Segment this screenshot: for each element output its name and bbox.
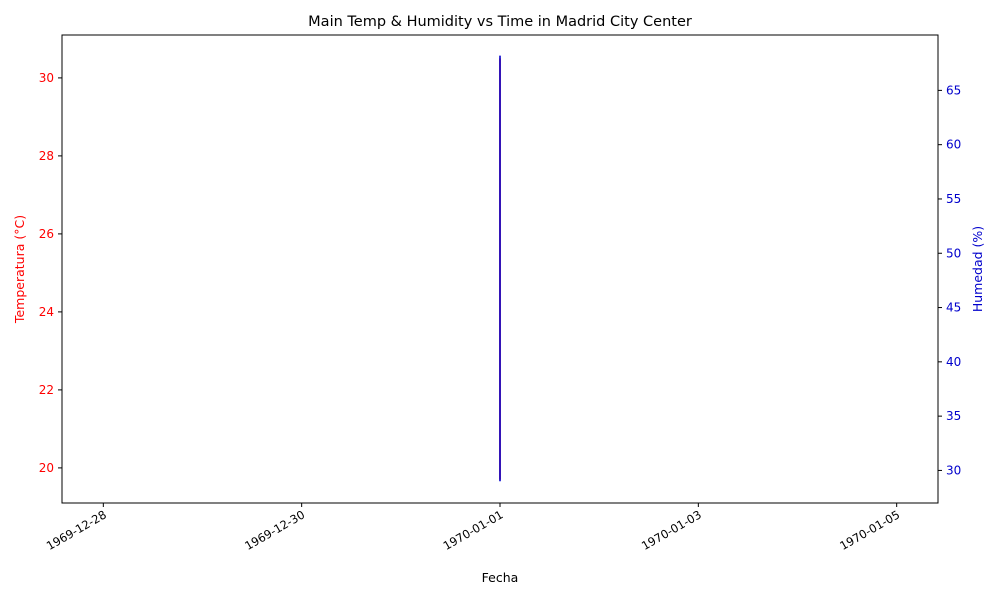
x-tick-label: 1970-01-03 [639, 507, 704, 553]
x-tick-label: 1970-01-05 [837, 507, 902, 553]
y-left-tick-label: 22 [39, 383, 54, 397]
x-tick-label: 1970-01-01 [441, 507, 506, 553]
y-left-tick-label: 24 [39, 305, 54, 319]
y-right-tick-label: 60 [946, 138, 961, 152]
y-left-tick-label: 28 [39, 149, 54, 163]
y-right-tick-label: 30 [946, 463, 961, 477]
y-left-axis-label: Temperatura (°C) [12, 215, 27, 324]
y-right-axis-ticks: 30 35 40 45 50 55 60 65 [938, 83, 961, 477]
y-left-axis-ticks: 20 22 24 26 28 30 [39, 71, 62, 475]
x-axis-label: Fecha [482, 570, 519, 585]
y-left-tick-label: 20 [39, 461, 54, 475]
x-tick-label: 1969-12-28 [44, 507, 109, 553]
y-right-tick-label: 45 [946, 301, 961, 315]
y-right-tick-label: 55 [946, 192, 961, 206]
chart-title: Main Temp & Humidity vs Time in Madrid C… [308, 14, 692, 30]
y-right-tick-label: 35 [946, 409, 961, 423]
x-tick-label: 1969-12-30 [242, 507, 307, 553]
x-axis-ticks: 1969-12-28 1969-12-30 1970-01-01 1970-01-03… [44, 503, 902, 553]
y-right-tick-label: 50 [946, 246, 961, 260]
y-left-tick-label: 30 [39, 71, 54, 85]
y-left-tick-label: 26 [39, 227, 54, 241]
y-right-tick-label: 65 [946, 83, 961, 97]
y-right-axis-label: Humedad (%) [970, 226, 985, 312]
y-right-tick-label: 40 [946, 355, 961, 369]
